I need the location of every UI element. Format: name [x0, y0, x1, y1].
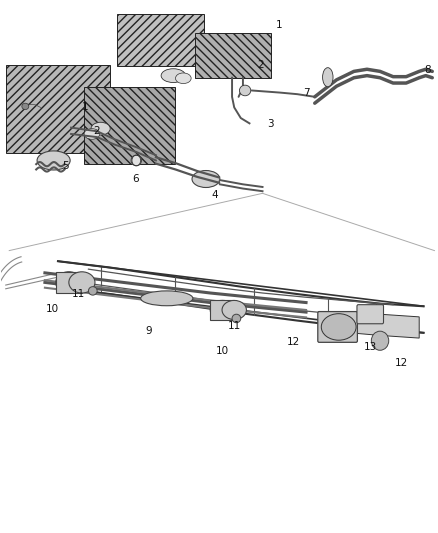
Text: 13: 13 — [364, 342, 377, 352]
Text: 3: 3 — [267, 119, 274, 130]
Bar — [117, 14, 204, 66]
Text: 12: 12 — [395, 358, 408, 368]
Text: 1: 1 — [81, 102, 88, 112]
Text: 6: 6 — [132, 174, 139, 184]
Ellipse shape — [88, 287, 97, 295]
FancyBboxPatch shape — [318, 312, 357, 342]
Bar — [84, 87, 176, 164]
Text: 12: 12 — [287, 337, 300, 347]
Bar — [195, 33, 271, 78]
Ellipse shape — [56, 272, 82, 293]
Ellipse shape — [91, 122, 110, 135]
Bar — [6, 65, 110, 152]
Text: 9: 9 — [145, 326, 152, 336]
Ellipse shape — [141, 291, 193, 306]
FancyBboxPatch shape — [357, 305, 384, 324]
Polygon shape — [350, 312, 419, 338]
Ellipse shape — [192, 171, 220, 188]
Text: 5: 5 — [63, 161, 69, 171]
Text: 10: 10 — [46, 304, 59, 314]
Text: 7: 7 — [303, 87, 309, 98]
Ellipse shape — [131, 155, 141, 166]
Ellipse shape — [371, 331, 389, 350]
Ellipse shape — [84, 128, 100, 139]
Text: 8: 8 — [424, 66, 431, 75]
Ellipse shape — [22, 103, 29, 110]
Bar — [210, 301, 234, 319]
Ellipse shape — [322, 68, 333, 87]
Text: 2: 2 — [93, 126, 99, 136]
Ellipse shape — [210, 301, 235, 319]
Text: 4: 4 — [212, 190, 218, 200]
Ellipse shape — [240, 85, 251, 96]
Ellipse shape — [321, 314, 356, 340]
Ellipse shape — [69, 272, 95, 293]
Ellipse shape — [222, 301, 247, 319]
Text: 1: 1 — [276, 20, 283, 30]
Text: 2: 2 — [257, 60, 264, 70]
Ellipse shape — [37, 151, 70, 170]
Ellipse shape — [232, 314, 241, 322]
Text: 11: 11 — [72, 289, 85, 299]
Bar — [56, 272, 82, 293]
Text: 10: 10 — [216, 346, 229, 357]
Ellipse shape — [176, 73, 191, 84]
Ellipse shape — [161, 69, 185, 83]
Text: 11: 11 — [228, 321, 241, 331]
